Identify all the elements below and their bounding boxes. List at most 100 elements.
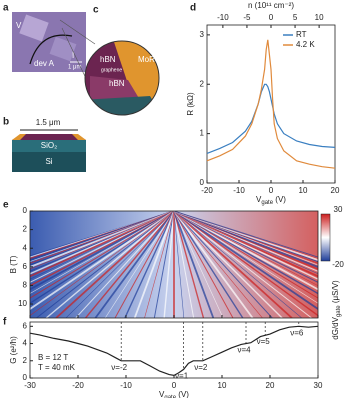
fan-feature — [173, 211, 312, 318]
legend-label: RT — [296, 30, 307, 39]
label: dev A — [34, 59, 55, 68]
fan-feature — [85, 211, 175, 318]
y-tick-label: 6 — [23, 262, 28, 271]
x2-tick-label: -10 — [217, 13, 229, 22]
panel-a: a V I dev A 1 μm — [3, 3, 101, 109]
y-tick-label: 8 — [23, 281, 28, 290]
annotation: ν=-2 — [111, 363, 127, 372]
scale-label: 1 μm — [68, 65, 81, 71]
zoom-line — [59, 19, 96, 45]
y-tick-label: 2 — [23, 356, 28, 365]
x-tick-label: 10 — [299, 186, 308, 195]
fan-feature — [30, 211, 175, 291]
hbn-stack — [12, 134, 86, 140]
panel-letter: a — [3, 3, 9, 14]
colorbar-tick-label: 30 — [334, 205, 343, 214]
panel-letter: b — [3, 117, 9, 128]
x-tick-label: -10 — [233, 186, 245, 195]
fan-feature — [173, 211, 318, 278]
fan-feature — [30, 211, 175, 316]
label-part: (V) — [273, 195, 286, 204]
fan-feature — [30, 211, 175, 262]
x-tick-label: -20 — [72, 381, 84, 390]
fan-feature — [173, 211, 185, 318]
fan-feature — [30, 211, 175, 261]
fan-feature — [65, 211, 175, 318]
fan-feature — [173, 211, 273, 318]
x-axis-label: Vgate (V) — [159, 390, 189, 398]
y-axis-label: G (e²/h) — [9, 336, 18, 364]
label-part: dG/dV — [331, 316, 340, 339]
fan-feature — [124, 211, 175, 318]
annotation: ν=5 — [257, 337, 271, 346]
x-tick-label: -10 — [120, 381, 132, 390]
fan-feature — [36, 211, 175, 318]
fan-feature — [30, 211, 175, 294]
oxide-layer — [12, 140, 86, 152]
fan-feature — [144, 211, 175, 318]
data-line — [206, 83, 336, 154]
fan-feature — [173, 211, 318, 304]
label: V — [16, 21, 22, 30]
y-tick-label: 6 — [23, 321, 28, 330]
panel-b: b 1.5 μm SiO₂ Si — [3, 117, 86, 172]
label-part: (μS/V) — [331, 280, 340, 305]
panel-letter: e — [3, 200, 9, 211]
fan-feature — [114, 211, 175, 318]
dimension-label: 1.5 μm — [36, 118, 61, 127]
fan-feature — [30, 211, 175, 299]
current-arrow — [29, 34, 73, 65]
micrograph-feature — [19, 14, 49, 42]
fan-feature — [173, 211, 215, 318]
y-tick-label: 10 — [18, 299, 27, 308]
fan-feature — [30, 211, 175, 280]
y-tick-label: 2 — [200, 79, 205, 88]
fan-feature — [30, 211, 175, 278]
annotation: ν=4 — [237, 346, 251, 355]
fan-feature — [173, 211, 318, 311]
x2-tick-label: 5 — [293, 13, 298, 22]
fan-feature — [173, 211, 254, 318]
fan-feature — [94, 211, 175, 318]
x2-tick-label: 0 — [269, 13, 274, 22]
fan-feature — [173, 211, 293, 318]
y-axis-label: B (T) — [9, 255, 18, 273]
label-part: (V) — [176, 390, 189, 398]
fan-feature — [173, 211, 318, 283]
colorbar — [320, 213, 331, 262]
annotation: ν=6 — [290, 328, 304, 337]
fan-feature — [173, 211, 195, 318]
fan-feature — [30, 211, 175, 305]
colorbar-label: dG/dVgate (μS/V) — [331, 280, 341, 340]
fan-feature — [173, 211, 283, 318]
label-part: gate — [164, 395, 176, 398]
plot-frame — [206, 24, 336, 184]
fan-feature — [30, 211, 175, 283]
label: MoRe — [138, 55, 160, 64]
fan-feature — [173, 211, 318, 291]
label: hBN — [100, 55, 116, 64]
fan-feature — [153, 211, 175, 318]
fan-feature — [173, 211, 318, 275]
x-tick-label: 0 — [172, 381, 177, 390]
fan-feature — [173, 211, 318, 266]
panel-letter: d — [190, 3, 196, 14]
label-part: V — [159, 390, 165, 398]
y-tick-label: 0 — [200, 178, 205, 187]
panel-letter: f — [3, 317, 7, 328]
panel-c: c hBN graphene hBN MoRe — [84, 5, 160, 116]
x-tick-label: -20 — [201, 186, 213, 195]
heatmap — [30, 211, 318, 318]
label: hBN — [109, 79, 125, 88]
fan-feature — [173, 211, 318, 286]
note: T = 40 mK — [38, 363, 76, 372]
fan-feature — [173, 211, 224, 318]
fan-feature — [30, 211, 175, 268]
fan-feature — [173, 211, 234, 318]
label-part: V — [256, 195, 262, 204]
fan-feature — [30, 211, 175, 311]
fan-feature — [104, 211, 175, 318]
label: graphene — [101, 67, 122, 73]
fan-feature — [30, 211, 175, 270]
